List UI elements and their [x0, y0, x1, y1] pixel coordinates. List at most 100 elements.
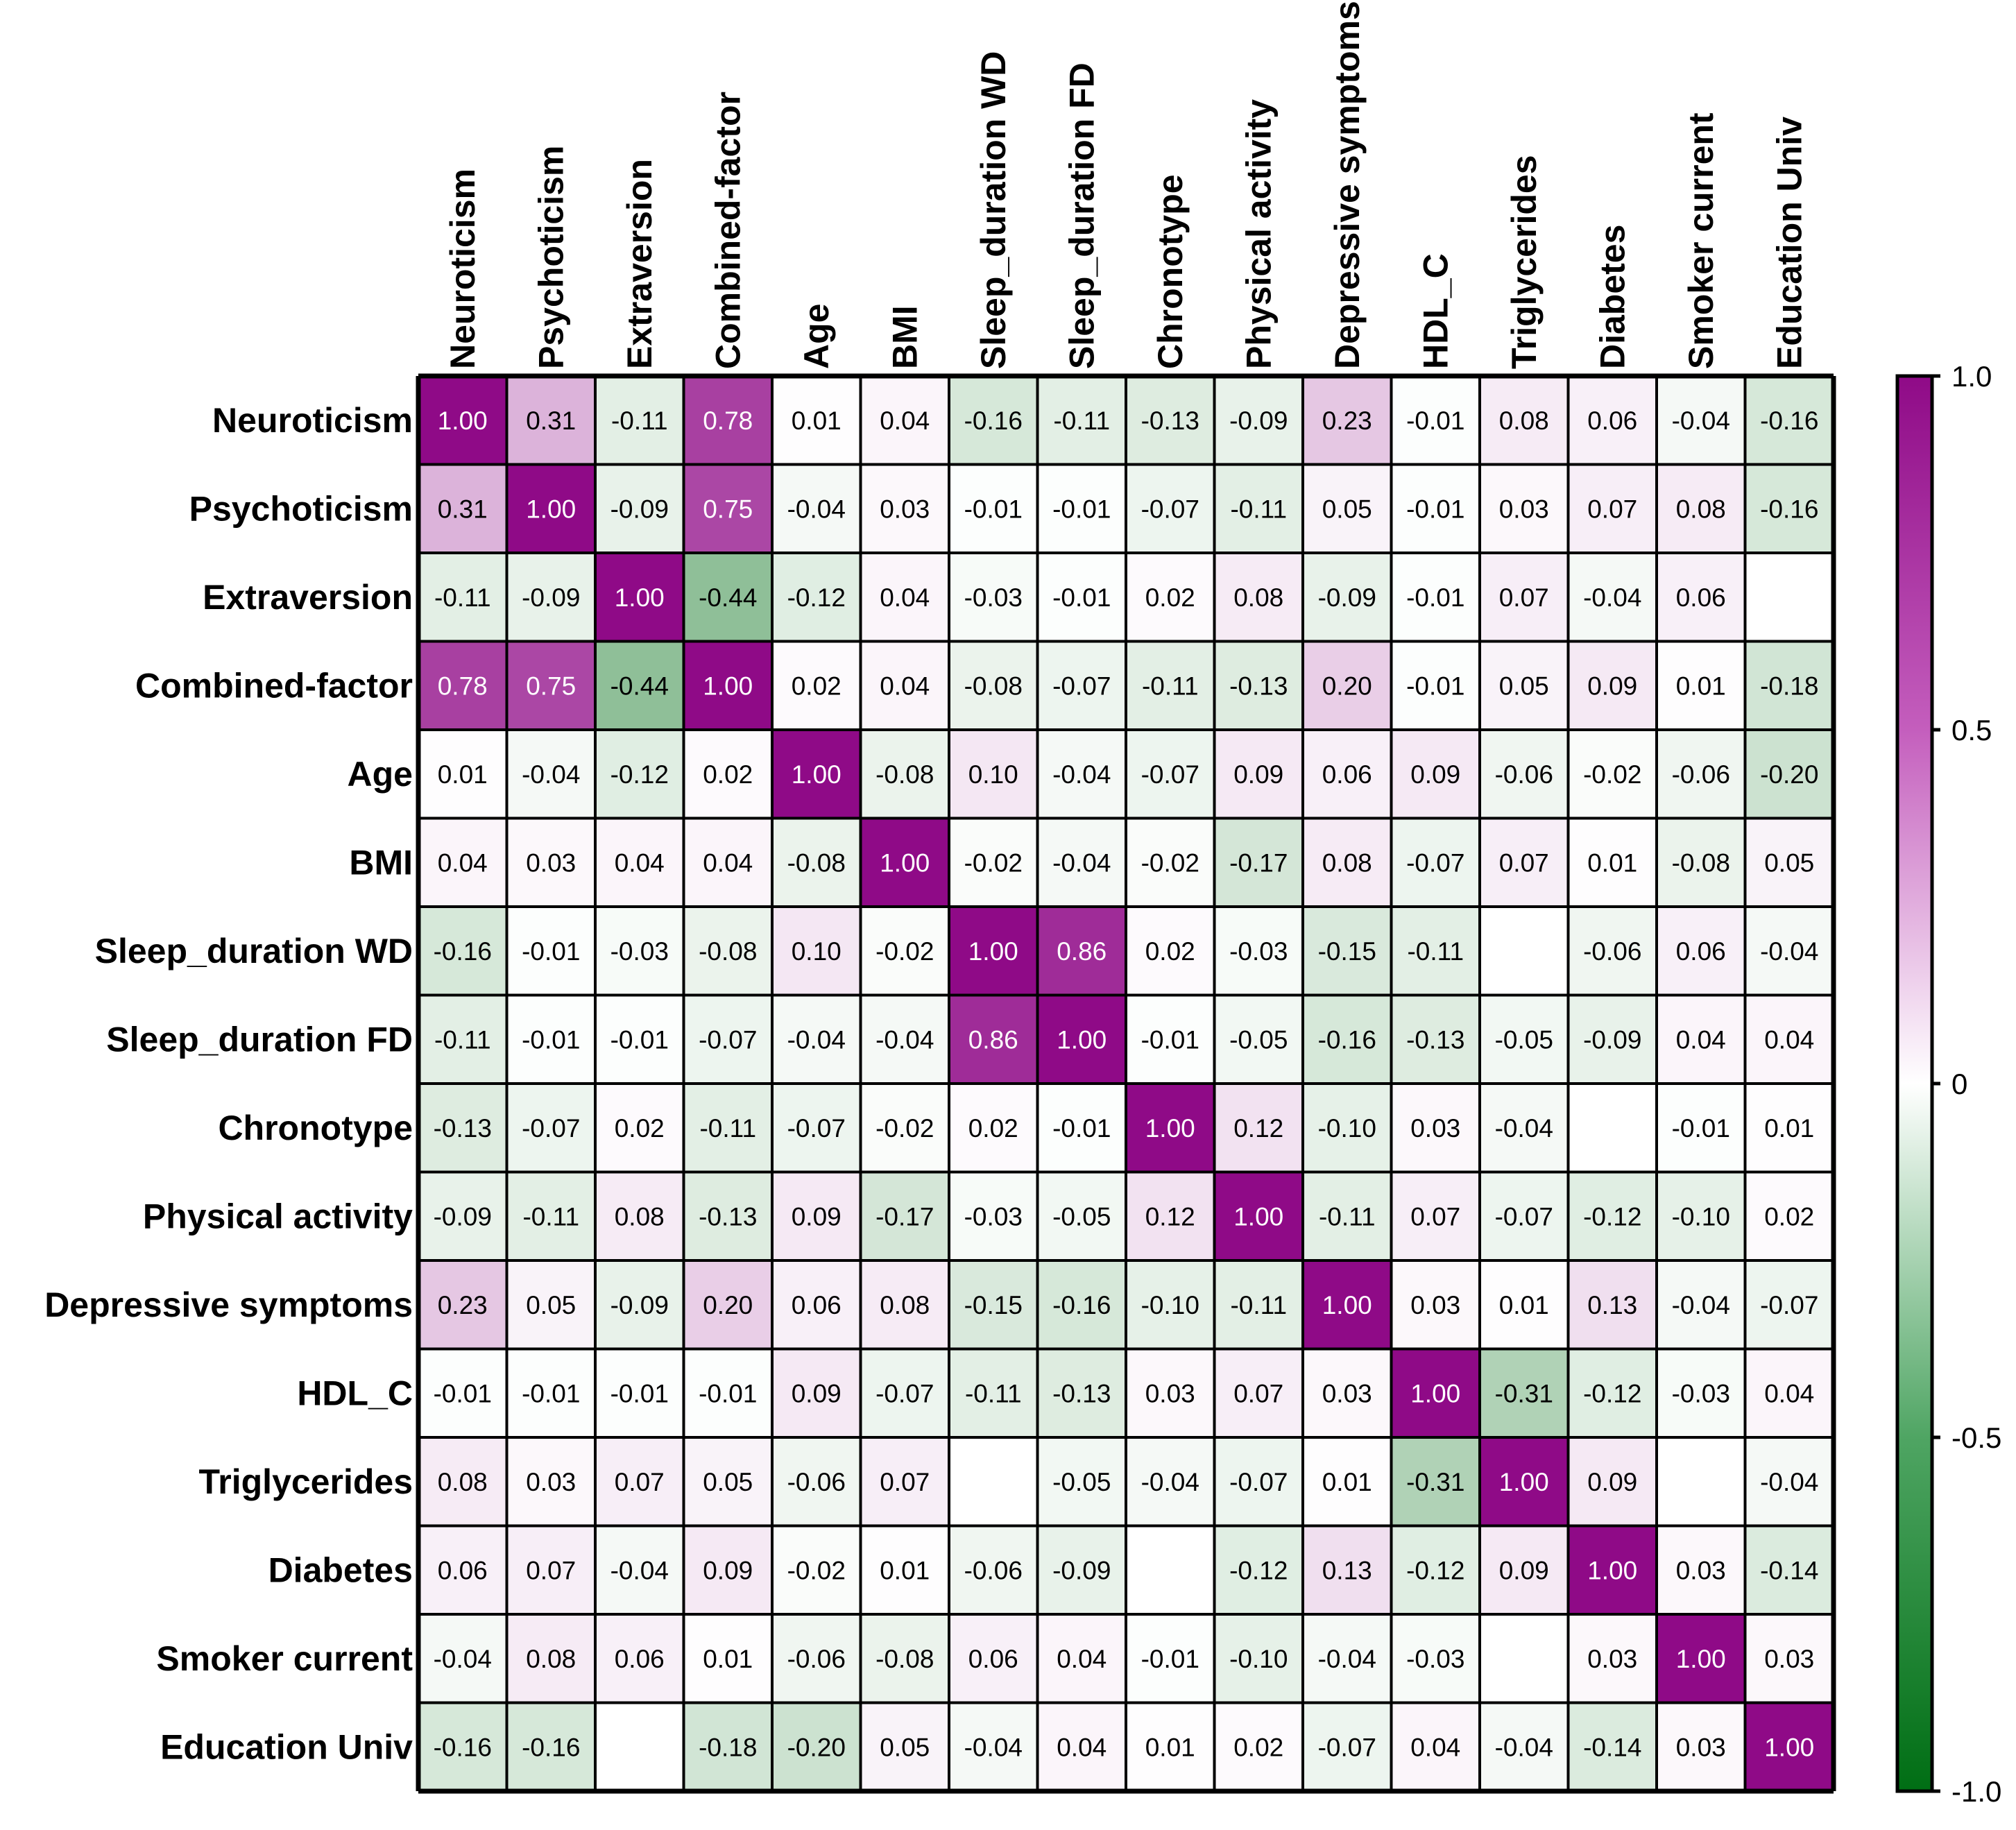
row-label: Smoker current	[156, 1639, 413, 1678]
cell-value-label: 0.07	[615, 1468, 665, 1496]
heatmap-cell	[683, 730, 772, 819]
heatmap-cell	[506, 818, 595, 907]
heatmap-cell	[1391, 1349, 1480, 1437]
heatmap-cell	[1037, 1437, 1126, 1526]
cell-value-label: -0.13	[1141, 407, 1199, 435]
cell-value-label: 0.08	[1676, 495, 1726, 523]
heatmap-cell	[683, 1172, 772, 1260]
heatmap-cell	[1126, 1084, 1215, 1172]
cell-value-label: -0.04	[1583, 583, 1641, 612]
heatmap-cell	[1745, 1260, 1834, 1349]
heatmap-cell	[683, 376, 772, 465]
cell-value-label: -0.04	[1141, 1468, 1199, 1496]
heatmap-cell	[772, 1437, 861, 1526]
heatmap-cell	[772, 1525, 861, 1614]
cell-value-label: -0.02	[1141, 848, 1199, 877]
cell-value-label: -0.04	[787, 1025, 846, 1054]
cell-value-label: -0.01	[1672, 1114, 1730, 1143]
cell-value-label: 0.03	[880, 495, 930, 523]
heatmap-cell	[1303, 730, 1392, 819]
heatmap-cell	[949, 730, 1038, 819]
heatmap-cell	[506, 376, 595, 465]
cell-value-label: 0.04	[1057, 1645, 1107, 1673]
heatmap-cell	[1126, 464, 1215, 553]
heatmap-cell	[772, 907, 861, 995]
cell-value-label: 0.07	[1499, 583, 1549, 612]
cell-value-label: -0.17	[1229, 848, 1288, 877]
cell-value-label: -0.09	[1583, 1025, 1641, 1054]
heatmap-cell	[595, 1172, 684, 1260]
cell-value-label: -0.11	[1230, 1291, 1287, 1319]
heatmap-cell	[506, 995, 595, 1084]
heatmap-cell	[683, 1525, 772, 1614]
cell-value-label: 0.01	[1764, 1114, 1814, 1143]
heatmap-cell	[1480, 553, 1569, 642]
cell-value-label: -0.01	[1406, 672, 1464, 700]
cell-value-label: -0.11	[434, 583, 491, 612]
heatmap-cell	[1568, 995, 1657, 1084]
cell-value-label: 0.06	[792, 1291, 842, 1319]
cell-value-label: 0.05	[1764, 848, 1814, 877]
heatmap-cell	[1568, 1702, 1657, 1791]
heatmap-cell	[418, 1525, 507, 1614]
cell-value-label: 1.00	[1587, 1556, 1637, 1584]
heatmap-cell	[1657, 730, 1745, 819]
heatmap-cell	[1745, 1084, 1834, 1172]
heatmap-cell	[1126, 553, 1215, 642]
heatmap-cell	[506, 1349, 595, 1437]
cell-value-label: -0.04	[1495, 1733, 1553, 1761]
cell-value-label: 0.86	[1057, 937, 1107, 966]
cell-value-label: -0.06	[1583, 937, 1641, 966]
cell-value-label: -0.13	[1052, 1379, 1111, 1408]
heatmap-cell	[1568, 1525, 1657, 1614]
heatmap-cell	[1214, 1614, 1303, 1703]
column-label: Physical activity	[1239, 99, 1278, 369]
cell-value-label: -0.44	[610, 672, 669, 700]
cell-value-label: -0.11	[1230, 495, 1287, 523]
heatmap-cells: 1.00 0.31 -0.11 0.78 0.01 0.04 -0.16 -0.11 -0.13…	[418, 376, 1834, 1791]
cell-value-label: -0.12	[610, 760, 669, 789]
heatmap-cell	[772, 464, 861, 553]
heatmap-cell	[949, 1172, 1038, 1260]
cell-value-label: -0.01	[1406, 495, 1464, 523]
cell-value-label: -0.15	[1318, 937, 1376, 966]
cell-value-label: -0.16	[434, 1733, 492, 1761]
cell-value-label: -0.02	[875, 1114, 934, 1143]
heatmap-cell	[1480, 1614, 1569, 1703]
cell-value-label: 0.05	[880, 1733, 930, 1761]
heatmap-cell	[683, 818, 772, 907]
heatmap-cell	[595, 818, 684, 907]
heatmap-cell	[949, 1260, 1038, 1349]
column-label: Psychoticism	[531, 146, 570, 369]
heatmap-cell	[1745, 464, 1834, 553]
cell-value-label: 0.06	[1676, 583, 1726, 612]
heatmap-cell	[1214, 1525, 1303, 1614]
column-label: Sleep_duration FD	[1062, 62, 1101, 369]
heatmap-cell	[683, 1260, 772, 1349]
heatmap-cell	[1303, 376, 1392, 465]
cell-value-label: 0.23	[438, 1291, 488, 1319]
cell-value-label: -0.09	[1052, 1556, 1111, 1584]
cell-value-label: -0.04	[1495, 1114, 1553, 1143]
heatmap-cell	[418, 1260, 507, 1349]
cell-value-label: 0.07	[1410, 1202, 1460, 1231]
heatmap-cell	[595, 1349, 684, 1437]
heatmap-cell	[506, 464, 595, 553]
cell-value-label: -0.08	[1672, 848, 1730, 877]
colorbar: 1.0 0.5 0 -0.5 -1.0	[1895, 360, 2001, 1808]
heatmap-cell	[949, 1349, 1038, 1437]
heatmap-cell	[1391, 376, 1480, 465]
cell-value-label: -0.08	[875, 760, 934, 789]
cell-value-label: 0.03	[1676, 1556, 1726, 1584]
heatmap-cell	[949, 1084, 1038, 1172]
cell-value-label: -0.11	[522, 1202, 579, 1231]
heatmap-cell	[949, 907, 1038, 995]
cell-value-label: 0.04	[880, 672, 930, 700]
heatmap-cell	[1126, 1172, 1215, 1260]
cell-value-label: -0.12	[787, 583, 846, 612]
heatmap-cell	[1745, 1437, 1834, 1526]
heatmap-cell	[1303, 1172, 1392, 1260]
heatmap-cell	[1214, 553, 1303, 642]
heatmap-cell	[683, 641, 772, 730]
heatmap-cell	[595, 1614, 684, 1703]
